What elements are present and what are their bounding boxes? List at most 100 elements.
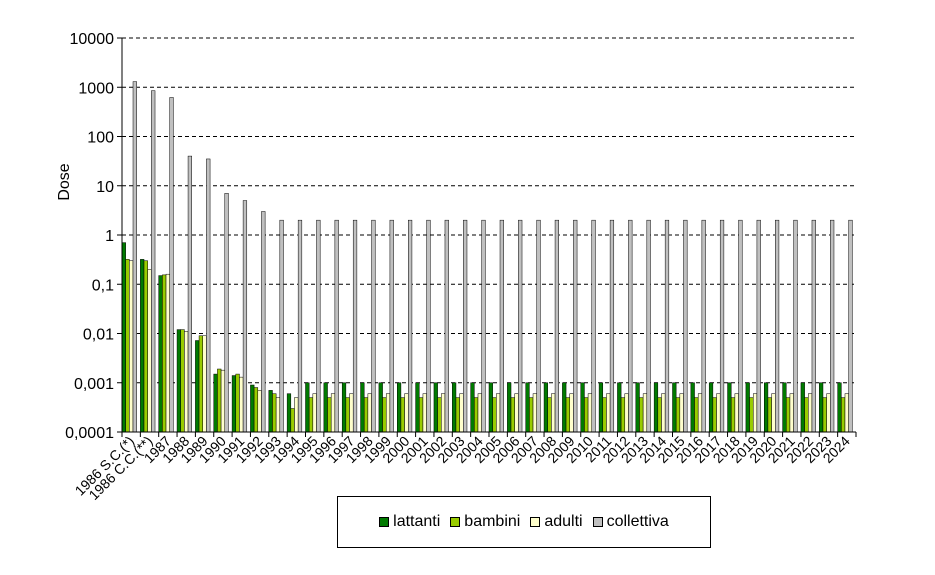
bar-adulti-39 (844, 393, 849, 433)
bar-adulti-27 (624, 393, 629, 433)
bar-collettiva-4 (206, 158, 211, 433)
bar-collettiva-34 (756, 219, 761, 433)
bar-adulti-34 (752, 393, 758, 433)
bar-collettiva-29 (664, 219, 670, 433)
bar-collettiva-25 (591, 219, 596, 433)
bar-bambini-37 (804, 397, 809, 433)
bar-bambini-22 (529, 397, 534, 433)
bar-collettiva-1 (151, 90, 156, 433)
bar-bambini-31 (694, 397, 699, 433)
bar-adulti-38 (826, 393, 831, 433)
bar-adulti-11 (330, 393, 336, 433)
bar-lattanti-10 (305, 382, 310, 433)
bar-adulti-24 (569, 393, 574, 433)
legend-swatch-bambini (450, 517, 461, 527)
legend-label-bambini: bambini (464, 513, 521, 530)
bar-adulti-29 (661, 393, 666, 433)
bar-lattanti-19 (470, 382, 475, 433)
bar-bambini-16 (419, 397, 424, 433)
bar-collettiva-33 (738, 219, 743, 433)
bar-collettiva-6 (242, 200, 248, 433)
bar-bambini-25 (584, 397, 589, 433)
bar-lattanti-1 (140, 259, 145, 433)
bar-bambini-15 (400, 397, 405, 433)
bar-adulti-21 (514, 393, 519, 433)
bar-lattanti-18 (452, 382, 457, 433)
bar-collettiva-12 (352, 219, 358, 433)
bar-lattanti-11 (323, 382, 328, 433)
y-tick-label: 0,1 (92, 277, 114, 294)
bar-adulti-13 (367, 393, 372, 433)
legend-item-collettiva: collettiva (592, 513, 669, 531)
bar-lattanti-37 (800, 382, 805, 433)
legend-label-lattanti: lattanti (393, 513, 441, 530)
bar-adulti-33 (734, 393, 739, 433)
y-tick-label: 10000 (70, 31, 115, 48)
bar-lattanti-9 (286, 393, 292, 433)
y-tick-label: 0,0001 (65, 425, 114, 442)
bar-lattanti-16 (415, 382, 420, 433)
bar-collettiva-35 (775, 219, 780, 433)
y-tick-label: 0,001 (74, 376, 114, 393)
bar-bambini-5 (217, 368, 222, 433)
legend-item-lattanti: lattanti (379, 513, 440, 531)
bar-adulti-30 (679, 393, 684, 433)
bar-adulti-20 (496, 393, 501, 433)
bar-lattanti-2 (158, 275, 163, 433)
bar-lattanti-17 (433, 382, 438, 433)
legend-item-bambini: bambini (450, 513, 520, 531)
bar-lattanti-8 (268, 390, 273, 433)
bar-adulti-18 (459, 393, 464, 433)
x-tick-labels: 1986 S.C.(*)1986 C.C.(**)198719881989199… (72, 433, 854, 503)
bar-bambini-2 (162, 274, 167, 433)
bar-adulti-15 (404, 393, 409, 433)
bar-bambini-17 (437, 397, 442, 433)
bar-collettiva-14 (389, 219, 394, 433)
bar-lattanti-34 (745, 382, 750, 433)
bar-adulti-16 (422, 393, 427, 433)
bar-lattanti-25 (580, 382, 585, 433)
bar-bambini-32 (712, 397, 717, 433)
bar-lattanti-7 (250, 384, 255, 433)
bar-lattanti-0 (121, 242, 126, 433)
bar-adulti-5 (220, 369, 226, 433)
bar-collettiva-2 (169, 97, 174, 433)
bar-bambini-1 (143, 260, 148, 433)
bar-collettiva-15 (408, 219, 413, 433)
bar-lattanti-24 (562, 382, 567, 433)
bar-collettiva-0 (132, 81, 137, 433)
bar-bambini-18 (455, 397, 460, 433)
legend-swatch-adulti (530, 517, 541, 527)
bar-bambini-24 (565, 397, 570, 433)
bar-bambini-36 (786, 397, 791, 433)
bar-lattanti-23 (543, 382, 548, 433)
bar-bambini-39 (841, 397, 846, 433)
bar-adulti-3 (184, 331, 189, 433)
bar-bambini-6 (235, 373, 240, 433)
bar-adulti-32 (716, 393, 721, 433)
bar-collettiva-38 (830, 219, 835, 433)
bar-collettiva-31 (701, 219, 706, 433)
bar-bambini-35 (767, 397, 772, 433)
y-tick-label: 100 (87, 130, 114, 147)
bar-lattanti-30 (672, 382, 677, 433)
bar-collettiva-20 (499, 219, 504, 433)
bars (121, 81, 853, 433)
bar-bambini-19 (474, 397, 479, 433)
bar-collettiva-7 (261, 211, 266, 433)
bar-adulti-36 (789, 393, 794, 433)
bar-adulti-10 (312, 393, 317, 433)
bar-lattanti-39 (837, 382, 842, 433)
bar-collettiva-37 (811, 219, 816, 433)
bar-adulti-28 (642, 393, 648, 433)
bar-lattanti-5 (213, 373, 218, 433)
bar-adulti-37 (808, 393, 813, 433)
bar-bambini-29 (657, 397, 662, 433)
bar-adulti-17 (441, 393, 446, 433)
bar-lattanti-28 (635, 382, 640, 433)
bar-collettiva-3 (187, 155, 192, 433)
bar-adulti-23 (551, 393, 556, 433)
bar-collettiva-18 (463, 219, 468, 433)
bar-adulti-6 (239, 376, 244, 433)
